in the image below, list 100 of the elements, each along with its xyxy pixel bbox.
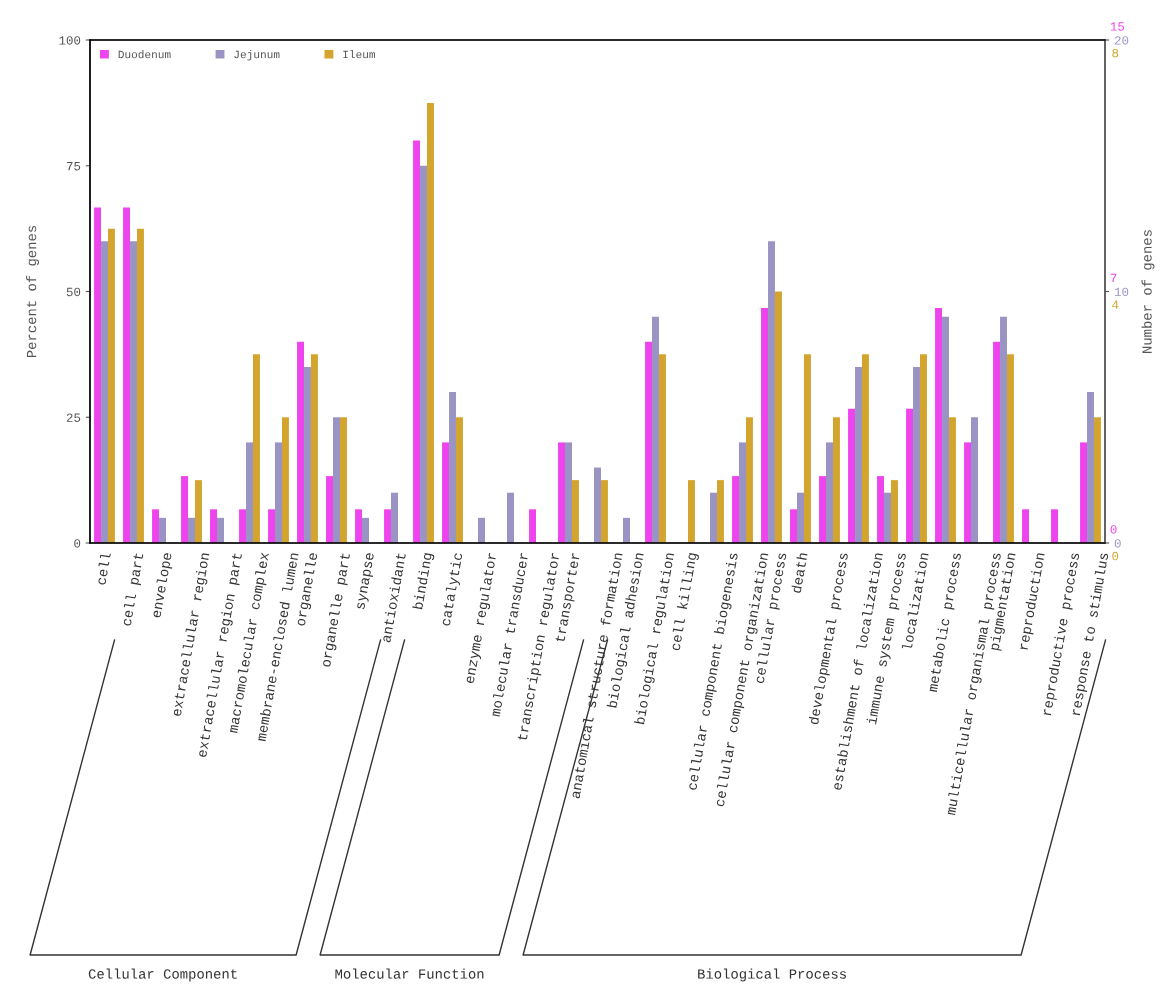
bar — [803, 354, 811, 543]
bar — [326, 476, 334, 543]
bar — [848, 408, 856, 543]
x-tick-label: death — [790, 552, 808, 594]
y2-tick-label: 15 — [1110, 22, 1125, 31]
bar — [123, 207, 131, 543]
bar — [761, 308, 769, 543]
bar — [832, 417, 840, 543]
bar — [239, 509, 247, 543]
text: Cellular Component — [88, 968, 237, 982]
y3-tick-label: 0 — [1114, 539, 1121, 548]
bar — [890, 480, 898, 543]
bar — [1000, 316, 1007, 543]
bar — [790, 509, 798, 543]
x-tick-label: cell part — [120, 552, 147, 627]
bar — [884, 492, 891, 543]
bar — [971, 417, 978, 543]
bar — [478, 517, 485, 543]
bar — [558, 442, 566, 543]
bar — [281, 417, 289, 543]
y2-tick-label: 7 — [1110, 273, 1117, 283]
text: Biological Process — [698, 968, 846, 982]
bar — [310, 354, 318, 543]
bar — [152, 509, 160, 543]
bar — [942, 316, 949, 543]
legend-label: Jejunum — [234, 50, 280, 61]
bar — [252, 354, 260, 543]
x-tick-label: envelope — [150, 552, 175, 619]
y-tick-label: 75 — [66, 162, 81, 171]
bar — [732, 476, 740, 543]
bar — [391, 492, 398, 543]
bar — [658, 354, 666, 543]
bar — [861, 354, 869, 543]
y-tick-label: 100 — [59, 36, 81, 45]
bar — [130, 241, 137, 543]
bar — [339, 417, 347, 543]
bar — [1080, 442, 1088, 543]
bar — [297, 341, 305, 543]
bar — [275, 442, 282, 543]
bar — [826, 442, 833, 543]
bar — [442, 442, 450, 543]
bar — [101, 241, 108, 543]
bar — [355, 509, 363, 543]
bar — [136, 228, 144, 543]
bar — [623, 517, 630, 543]
bar — [449, 392, 456, 543]
bar — [687, 480, 695, 543]
bar — [1051, 509, 1059, 543]
bar — [246, 442, 253, 543]
bar — [413, 140, 421, 543]
bar — [774, 291, 782, 543]
bar — [906, 408, 914, 543]
text: Molecular Function — [335, 968, 484, 979]
bar — [716, 480, 724, 543]
y3-tick-label: 10 — [1114, 287, 1129, 297]
x-tick-label: cell — [95, 552, 111, 586]
bar — [877, 476, 885, 543]
bar — [159, 517, 166, 543]
bar — [710, 492, 717, 543]
bar — [455, 417, 463, 543]
bar — [768, 241, 775, 543]
bar — [645, 341, 653, 543]
y-tick-label: 0 — [74, 539, 81, 548]
bar — [919, 354, 927, 543]
bar — [652, 316, 659, 543]
bar — [529, 509, 537, 543]
x-tick-label: synapse — [356, 552, 377, 610]
y-tick-label: 25 — [66, 413, 81, 422]
text: 0 — [1112, 551, 1119, 561]
text: 4 — [1112, 300, 1119, 309]
bar — [420, 165, 427, 543]
bar — [948, 417, 956, 543]
bar — [565, 442, 572, 543]
y-tick-label: 50 — [66, 287, 81, 297]
x-tick-label: catalytic — [439, 552, 466, 627]
bar — [913, 366, 920, 543]
y2-axis-title: Number of genes — [1141, 230, 1155, 353]
bar — [855, 366, 862, 543]
bar — [935, 308, 943, 543]
bar — [739, 442, 746, 543]
y3-tick-label: 20 — [1114, 36, 1129, 45]
bar — [594, 467, 601, 543]
bar — [210, 509, 218, 543]
bar — [362, 517, 369, 543]
bar — [745, 417, 753, 543]
bar — [1087, 392, 1094, 543]
bar — [1006, 354, 1014, 543]
legend-label: Duodenum — [118, 50, 171, 59]
bar — [600, 480, 608, 543]
x-tick-label: binding — [412, 552, 435, 610]
bar — [217, 517, 224, 543]
y-axis-title: Percent of genes — [26, 225, 40, 358]
bar — [797, 492, 804, 543]
bar — [304, 366, 311, 543]
bar — [571, 480, 579, 543]
bar — [107, 228, 115, 543]
bar — [384, 509, 392, 543]
bar — [819, 476, 827, 543]
bar — [333, 417, 340, 543]
x-tick-label: organelle part — [320, 552, 353, 668]
